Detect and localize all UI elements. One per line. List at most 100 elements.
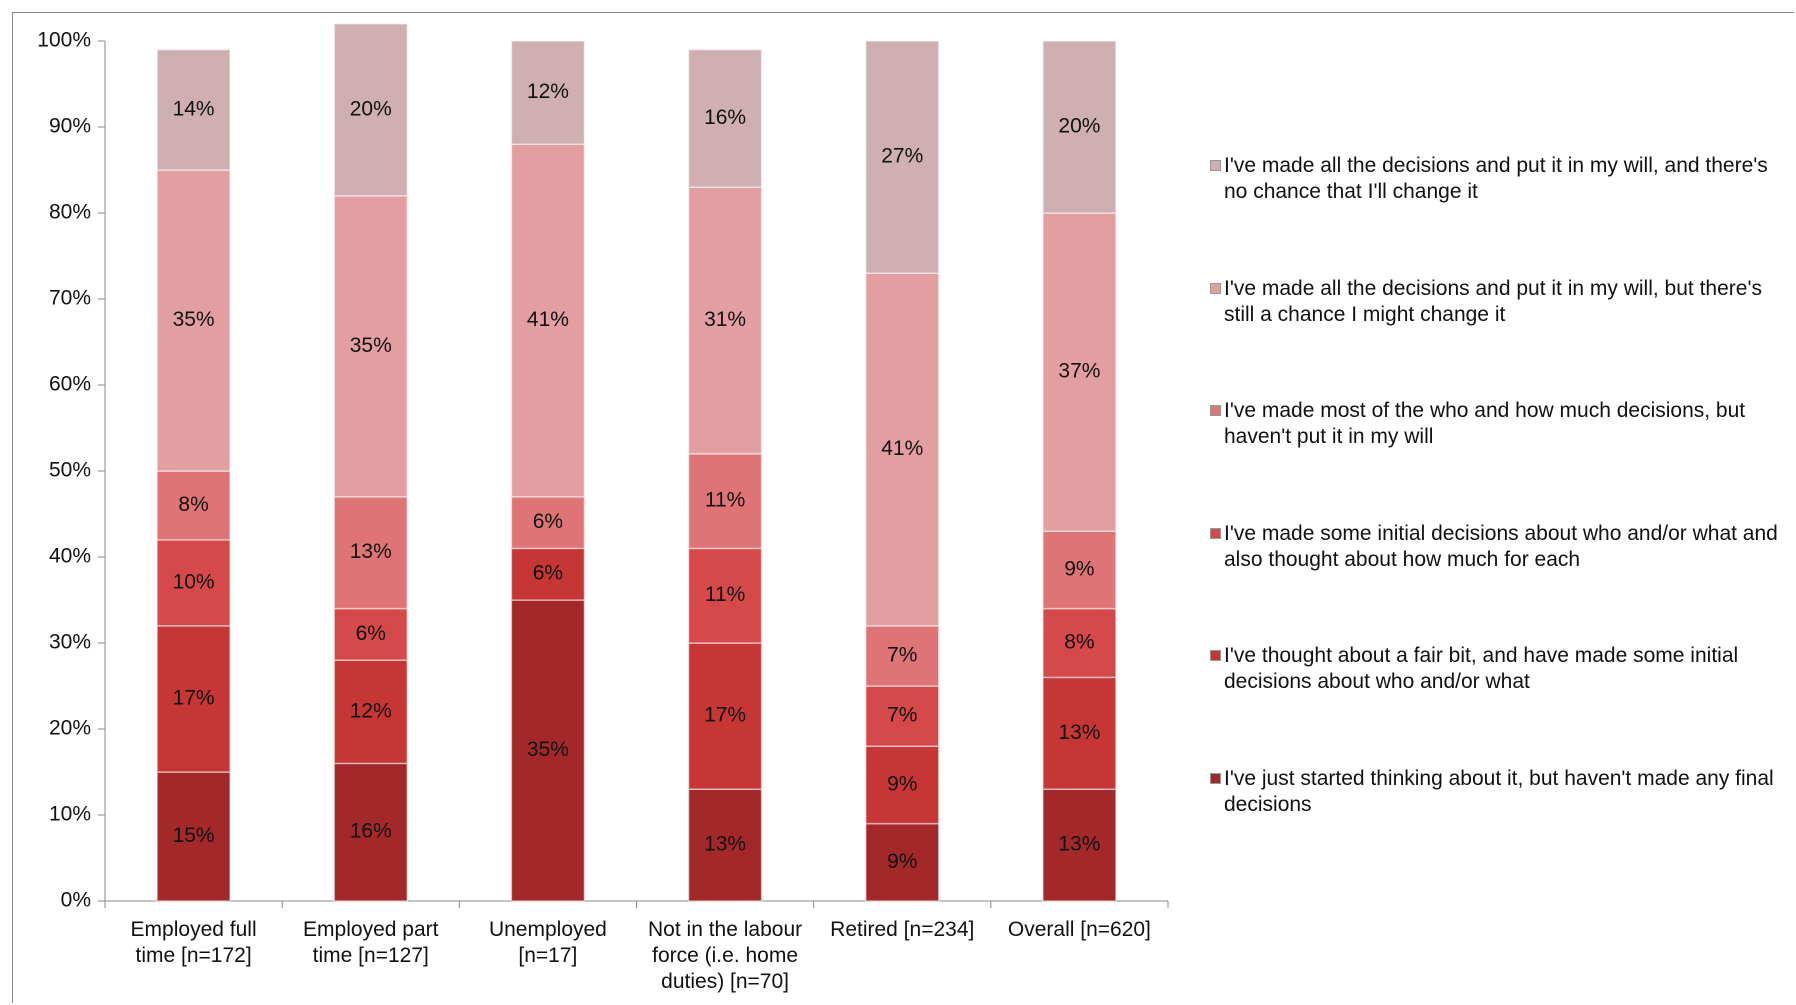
y-tick-label: 60% <box>49 373 91 396</box>
data-label: 7% <box>887 643 917 666</box>
data-label: 14% <box>173 97 215 120</box>
data-label: 6% <box>356 622 386 645</box>
data-label: 8% <box>178 493 208 516</box>
y-tick-label: 100% <box>37 29 91 52</box>
y-tick-label: 50% <box>49 459 91 482</box>
data-label: 8% <box>1064 631 1094 654</box>
data-label: 9% <box>887 850 917 873</box>
x-tick-label: Employed full time [n=172] <box>130 918 257 967</box>
y-tick-label: 20% <box>49 717 91 740</box>
legend-item: I've thought about a fair bit, and have … <box>1210 643 1790 695</box>
data-label: 12% <box>527 80 569 103</box>
data-label: 13% <box>350 540 392 563</box>
bar-segment <box>865 272 940 627</box>
legend-label: I've made all the decisions and put it i… <box>1224 154 1768 203</box>
bar-segment <box>510 496 586 550</box>
data-label: 27% <box>881 145 923 168</box>
legend-item: I've made most of the who and how much d… <box>1210 398 1790 450</box>
bar-segment <box>156 539 231 627</box>
bar-segment <box>687 453 763 550</box>
bar-segment <box>687 48 763 188</box>
data-label: 6% <box>533 510 563 533</box>
x-tick-label: Retired [n=234] <box>830 918 975 941</box>
data-label: 41% <box>881 437 923 460</box>
bar-segment <box>865 822 940 902</box>
data-label: 11% <box>705 489 745 512</box>
bar-segment <box>865 745 940 825</box>
data-label: 13% <box>1058 833 1100 856</box>
legend-swatch <box>1210 650 1221 661</box>
bar-segment <box>865 40 940 274</box>
bar-segment <box>687 642 763 790</box>
data-label: 35% <box>350 334 392 357</box>
bar-segment <box>1042 676 1117 790</box>
legend-label: I've made most of the who and how much d… <box>1224 399 1746 448</box>
bar-segment <box>333 496 408 610</box>
bar-segment <box>156 470 231 541</box>
legend-swatch <box>1210 527 1221 539</box>
data-label: 6% <box>533 562 563 585</box>
data-label: 20% <box>350 97 392 120</box>
bar-segment <box>687 186 763 455</box>
x-tick-label: Unemployed [n=17] <box>488 918 607 967</box>
data-label: 41% <box>527 308 569 331</box>
x-tick-label: Overall [n=620] <box>1007 918 1151 941</box>
legend-item: I've made some initial decisions about w… <box>1210 521 1790 573</box>
bar-segment <box>687 547 763 644</box>
bar-segment <box>333 195 408 498</box>
bar-segment <box>333 607 408 661</box>
bar-segment <box>333 659 408 765</box>
data-label: 16% <box>350 820 392 843</box>
data-label: 7% <box>887 704 917 727</box>
data-label: 9% <box>1064 557 1094 580</box>
legend-label: I've made some initial decisions about w… <box>1224 521 1778 571</box>
data-label: 17% <box>704 704 746 727</box>
data-label: 15% <box>173 824 215 847</box>
y-tick-label: 40% <box>49 545 91 568</box>
legend-item: I've made all the decisions and put it i… <box>1210 153 1790 205</box>
bar-segment <box>510 40 586 145</box>
bar-segment <box>1042 212 1117 532</box>
bar-segment <box>510 547 586 601</box>
data-label: 37% <box>1058 360 1100 383</box>
bar-segment <box>510 143 586 498</box>
x-tick-label: Employed part time [n=127] <box>303 918 439 967</box>
y-tick-label: 70% <box>49 287 91 310</box>
bar-segment <box>865 625 940 687</box>
legend-label: I've just started thinking about it, but… <box>1224 766 1774 816</box>
bar-segment <box>333 23 408 197</box>
legend-swatch <box>1210 772 1221 784</box>
bar-segment <box>510 599 586 902</box>
bar-segment <box>1042 40 1117 214</box>
bar-segment <box>1042 607 1117 679</box>
y-tick-label: 10% <box>49 803 91 826</box>
legend-item: I've made all the decisions and put it i… <box>1210 276 1790 328</box>
y-tick-label: 0% <box>61 889 91 912</box>
data-label: 35% <box>173 308 215 331</box>
legend-item: I've just started thinking about it, but… <box>1210 766 1790 818</box>
legend-swatch <box>1210 160 1221 171</box>
data-label: 31% <box>704 308 746 331</box>
data-label: 16% <box>704 106 746 129</box>
legend-label: I've thought about a fair bit, and have … <box>1224 644 1739 693</box>
legend-label: I've made all the decisions and put it i… <box>1224 276 1762 326</box>
data-label: 13% <box>1058 721 1100 744</box>
chart-frame <box>12 12 1794 1003</box>
legend-swatch <box>1210 282 1221 294</box>
bar-segment <box>156 48 231 171</box>
data-label: 11% <box>705 583 745 606</box>
bar-segment <box>865 685 940 747</box>
bar-segment <box>156 169 231 472</box>
legend-swatch <box>1210 405 1221 416</box>
data-label: 20% <box>1058 115 1100 138</box>
data-label: 10% <box>173 570 215 593</box>
x-tick-label: Not in the labour force (i.e. home dutie… <box>648 918 803 993</box>
data-label: 35% <box>527 738 569 761</box>
data-label: 17% <box>173 686 215 709</box>
data-label: 12% <box>350 699 392 722</box>
data-label: 9% <box>887 772 917 795</box>
y-tick-label: 80% <box>49 201 91 224</box>
bar-segment <box>1042 788 1117 902</box>
